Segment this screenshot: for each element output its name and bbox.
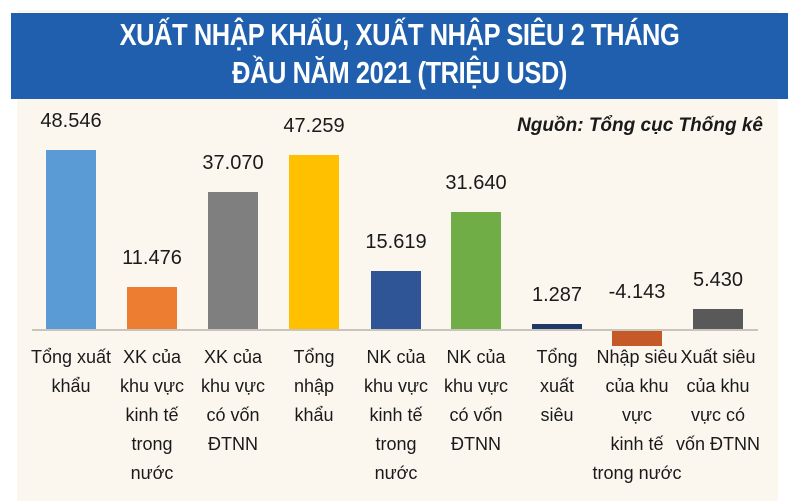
bar-3: [208, 192, 258, 329]
category-label: NK của khu vực có vốn ĐTNN: [443, 347, 509, 454]
value-label: 5.430: [692, 268, 744, 291]
bar-2: [127, 286, 177, 329]
value-label: 37.070: [202, 152, 264, 175]
category-label: Xuất siêu của khu vực có vốn ĐTNN: [675, 347, 760, 454]
bar-9: [693, 308, 743, 329]
category-label: XK của khu vực kinh tế trong nước: [119, 347, 185, 483]
value-label: 48.546: [40, 110, 102, 132]
bar-5: [371, 271, 421, 329]
value-label: 31.640: [445, 172, 507, 195]
value-label: -4.143: [608, 281, 666, 303]
value-label: 1.287: [531, 284, 583, 307]
category-label: Tổng nhập khẩu: [293, 347, 335, 425]
title-banner: [11, 13, 788, 99]
bar-8: [612, 331, 662, 347]
chart-title: XUẤT NHẬP KHẨU, XUẤT NHẬP SIÊU 2 THÁNG Đ…: [81, 16, 718, 92]
value-label: 11.476: [122, 246, 182, 269]
title-line-2: ĐẦU NĂM 2021 (TRIỆU USD): [232, 55, 567, 90]
category-label: XK của khu vực có vốn ĐTNN: [200, 347, 266, 454]
category-label: Nhập siêu của khu vực kinh tế trong nước: [592, 347, 682, 483]
x-axis-baseline: [32, 329, 758, 331]
source-note: Nguồn: Tổng cục Thống kê: [517, 115, 763, 136]
title-line-1: XUẤT NHẬP KHẨU, XUẤT NHẬP SIÊU 2 THÁNG: [119, 17, 680, 52]
bar-4: [289, 154, 339, 329]
bar-7: [532, 324, 582, 329]
category-label: Tổng xuất khẩu: [30, 347, 112, 396]
value-label: 47.259: [283, 114, 345, 137]
value-label: 15.619: [365, 231, 427, 254]
category-label: NK của khu vực kinh tế trong nước: [363, 347, 429, 483]
bar-1: [46, 150, 96, 329]
category-label: Tổng xuất siêu: [536, 347, 578, 425]
bar-6: [451, 212, 501, 329]
